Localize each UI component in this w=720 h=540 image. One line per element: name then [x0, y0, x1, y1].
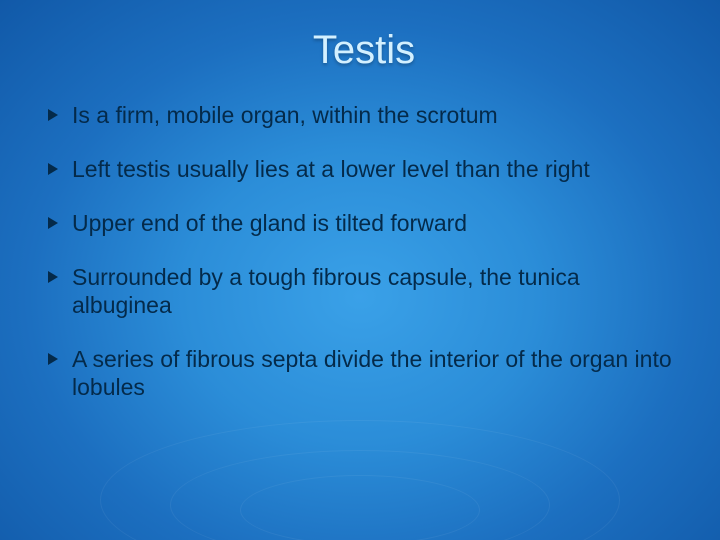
list-item: Upper end of the gland is tilted forward — [48, 209, 680, 237]
list-item: Surrounded by a tough fibrous capsule, t… — [48, 263, 680, 319]
chevron-right-icon — [48, 217, 58, 229]
chevron-right-icon — [48, 109, 58, 121]
list-item: Is a firm, mobile organ, within the scro… — [48, 101, 680, 129]
bullet-text: Surrounded by a tough fibrous capsule, t… — [72, 263, 680, 319]
bullet-text: Left testis usually lies at a lower leve… — [72, 155, 680, 183]
slide-title: Testis — [48, 28, 680, 73]
chevron-right-icon — [48, 271, 58, 283]
chevron-right-icon — [48, 353, 58, 365]
list-item: Left testis usually lies at a lower leve… — [48, 155, 680, 183]
slide-container: Testis Is a firm, mobile organ, within t… — [0, 0, 720, 540]
bullet-text: Upper end of the gland is tilted forward — [72, 209, 680, 237]
bullet-list: Is a firm, mobile organ, within the scro… — [48, 101, 680, 401]
list-item: A series of fibrous septa divide the int… — [48, 345, 680, 401]
chevron-right-icon — [48, 163, 58, 175]
bullet-text: A series of fibrous septa divide the int… — [72, 345, 680, 401]
bullet-text: Is a firm, mobile organ, within the scro… — [72, 101, 680, 129]
